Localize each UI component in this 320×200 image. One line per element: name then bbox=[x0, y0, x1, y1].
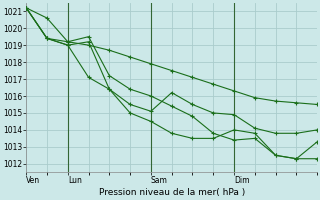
X-axis label: Pression niveau de la mer( hPa ): Pression niveau de la mer( hPa ) bbox=[99, 188, 245, 197]
